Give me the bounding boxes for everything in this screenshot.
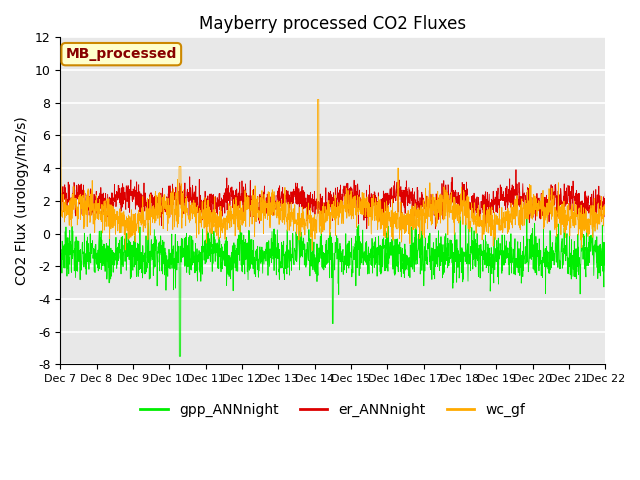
er_ANNnight — [209, 203, 216, 208]
wc_gf — [308, 248, 316, 253]
Line: wc_gf: wc_gf — [60, 54, 605, 251]
gpp_ANNnight — [360, 250, 368, 256]
wc_gf — [56, 51, 64, 57]
gpp_ANNnight — [554, 232, 561, 238]
gpp_ANNnight — [56, 233, 64, 239]
wc_gf — [360, 204, 368, 210]
wc_gf — [209, 213, 216, 218]
er_ANNnight — [363, 226, 371, 231]
Y-axis label: CO2 Flux (urology/m2/s): CO2 Flux (urology/m2/s) — [15, 117, 29, 285]
wc_gf — [602, 213, 609, 218]
er_ANNnight — [492, 200, 499, 205]
er_ANNnight — [569, 195, 577, 201]
gpp_ANNnight — [349, 258, 356, 264]
er_ANNnight — [360, 203, 368, 208]
wc_gf — [554, 210, 561, 216]
er_ANNnight — [349, 196, 356, 202]
gpp_ANNnight — [492, 258, 499, 264]
Title: Mayberry processed CO2 Fluxes: Mayberry processed CO2 Fluxes — [199, 15, 467, 33]
wc_gf — [492, 237, 499, 242]
gpp_ANNnight — [569, 253, 577, 259]
er_ANNnight — [56, 191, 64, 196]
Legend: gpp_ANNnight, er_ANNnight, wc_gf: gpp_ANNnight, er_ANNnight, wc_gf — [134, 397, 531, 423]
wc_gf — [569, 219, 577, 225]
Text: MB_processed: MB_processed — [66, 47, 177, 61]
gpp_ANNnight — [209, 267, 216, 273]
wc_gf — [349, 197, 356, 203]
er_ANNnight — [554, 211, 561, 216]
gpp_ANNnight — [602, 270, 609, 276]
Line: er_ANNnight: er_ANNnight — [60, 170, 605, 228]
er_ANNnight — [512, 167, 520, 173]
er_ANNnight — [602, 191, 609, 196]
gpp_ANNnight — [175, 353, 183, 359]
gpp_ANNnight — [523, 210, 531, 216]
Line: gpp_ANNnight: gpp_ANNnight — [60, 213, 605, 356]
